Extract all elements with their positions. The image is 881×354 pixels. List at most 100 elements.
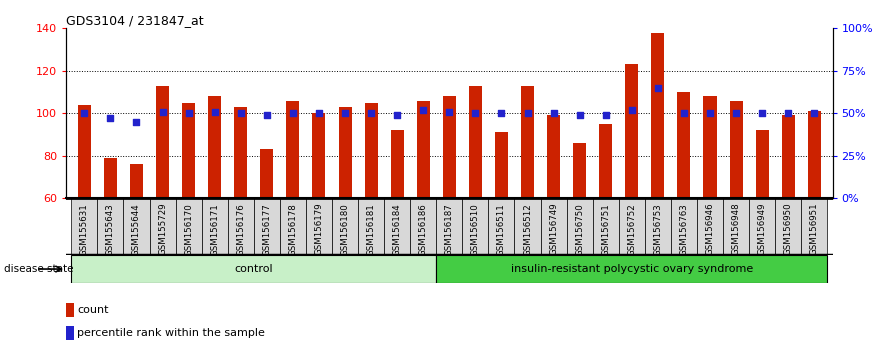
Point xyxy=(781,110,796,116)
Text: control: control xyxy=(234,264,273,274)
Text: insulin-resistant polycystic ovary syndrome: insulin-resistant polycystic ovary syndr… xyxy=(511,264,753,274)
Point xyxy=(573,112,587,118)
Bar xyxy=(749,198,775,255)
Text: GSM156179: GSM156179 xyxy=(315,203,323,255)
Text: GSM156753: GSM156753 xyxy=(654,203,663,256)
Bar xyxy=(254,198,280,255)
Point xyxy=(755,110,769,116)
Point xyxy=(78,110,92,116)
Bar xyxy=(463,198,488,255)
Bar xyxy=(358,198,384,255)
Text: GSM156180: GSM156180 xyxy=(341,203,350,256)
Bar xyxy=(123,198,150,255)
Point xyxy=(233,110,248,116)
Point xyxy=(469,110,483,116)
Text: GSM156170: GSM156170 xyxy=(184,203,193,256)
Bar xyxy=(156,86,169,198)
Point xyxy=(729,110,744,116)
Bar xyxy=(626,64,639,198)
Text: GSM155729: GSM155729 xyxy=(158,203,167,255)
Bar xyxy=(332,198,358,255)
Point xyxy=(599,112,613,118)
Point xyxy=(651,85,665,91)
Bar xyxy=(71,198,98,255)
Point xyxy=(338,110,352,116)
Bar xyxy=(338,107,352,198)
Bar xyxy=(436,255,827,283)
Text: GSM156184: GSM156184 xyxy=(393,203,402,256)
Bar xyxy=(651,33,664,198)
Text: disease state: disease state xyxy=(4,264,74,274)
Bar xyxy=(234,107,248,198)
Point xyxy=(208,109,222,114)
Bar xyxy=(71,255,436,283)
Bar xyxy=(515,198,541,255)
Text: GDS3104 / 231847_at: GDS3104 / 231847_at xyxy=(66,14,204,27)
Point xyxy=(494,110,508,116)
Text: GSM155644: GSM155644 xyxy=(132,203,141,256)
Bar xyxy=(202,198,227,255)
Text: count: count xyxy=(78,305,108,315)
Bar xyxy=(313,113,325,198)
Bar xyxy=(227,198,254,255)
Point xyxy=(703,110,717,116)
Point xyxy=(155,109,169,114)
Text: GSM155643: GSM155643 xyxy=(106,203,115,256)
Text: GSM156512: GSM156512 xyxy=(523,203,532,256)
Bar xyxy=(182,103,195,198)
Text: GSM156510: GSM156510 xyxy=(470,203,480,256)
Bar xyxy=(593,198,618,255)
Text: GSM155631: GSM155631 xyxy=(80,203,89,256)
Bar xyxy=(104,158,117,198)
Bar xyxy=(808,111,821,198)
Bar xyxy=(729,101,743,198)
Text: GSM156950: GSM156950 xyxy=(784,203,793,255)
Bar xyxy=(781,115,795,198)
Text: GSM156187: GSM156187 xyxy=(445,203,454,256)
Bar xyxy=(384,198,411,255)
Point xyxy=(442,109,456,114)
Bar xyxy=(208,96,221,198)
Text: GSM156177: GSM156177 xyxy=(263,203,271,256)
Text: GSM156949: GSM156949 xyxy=(758,203,766,255)
Bar xyxy=(521,86,534,198)
Bar xyxy=(541,198,566,255)
Bar xyxy=(78,105,91,198)
Bar xyxy=(723,198,749,255)
Bar xyxy=(671,198,697,255)
Bar xyxy=(417,101,430,198)
Text: GSM156749: GSM156749 xyxy=(549,203,558,255)
Point xyxy=(260,112,274,118)
Bar xyxy=(260,149,273,198)
Bar xyxy=(443,96,455,198)
Point xyxy=(416,107,430,113)
Bar xyxy=(599,124,612,198)
Bar xyxy=(66,326,74,340)
Point xyxy=(625,107,639,113)
Text: GSM156751: GSM156751 xyxy=(601,203,611,256)
Point xyxy=(521,110,535,116)
Bar xyxy=(574,143,586,198)
Text: GSM156752: GSM156752 xyxy=(627,203,636,256)
Text: GSM156171: GSM156171 xyxy=(211,203,219,256)
Bar xyxy=(618,198,645,255)
Point xyxy=(364,110,378,116)
Bar xyxy=(697,198,723,255)
Bar xyxy=(286,101,300,198)
Bar xyxy=(150,198,175,255)
Point xyxy=(546,110,560,116)
Bar xyxy=(547,115,560,198)
Text: GSM156948: GSM156948 xyxy=(731,203,741,255)
Text: GSM156178: GSM156178 xyxy=(288,203,298,256)
Bar xyxy=(775,198,801,255)
Bar xyxy=(130,164,143,198)
Bar xyxy=(469,86,482,198)
Text: GSM156176: GSM156176 xyxy=(236,203,245,256)
Bar xyxy=(175,198,202,255)
Text: GSM156181: GSM156181 xyxy=(366,203,375,256)
Text: GSM156750: GSM156750 xyxy=(575,203,584,256)
Bar xyxy=(566,198,593,255)
Text: GSM156951: GSM156951 xyxy=(810,203,818,255)
Bar xyxy=(704,96,716,198)
Bar xyxy=(280,198,306,255)
